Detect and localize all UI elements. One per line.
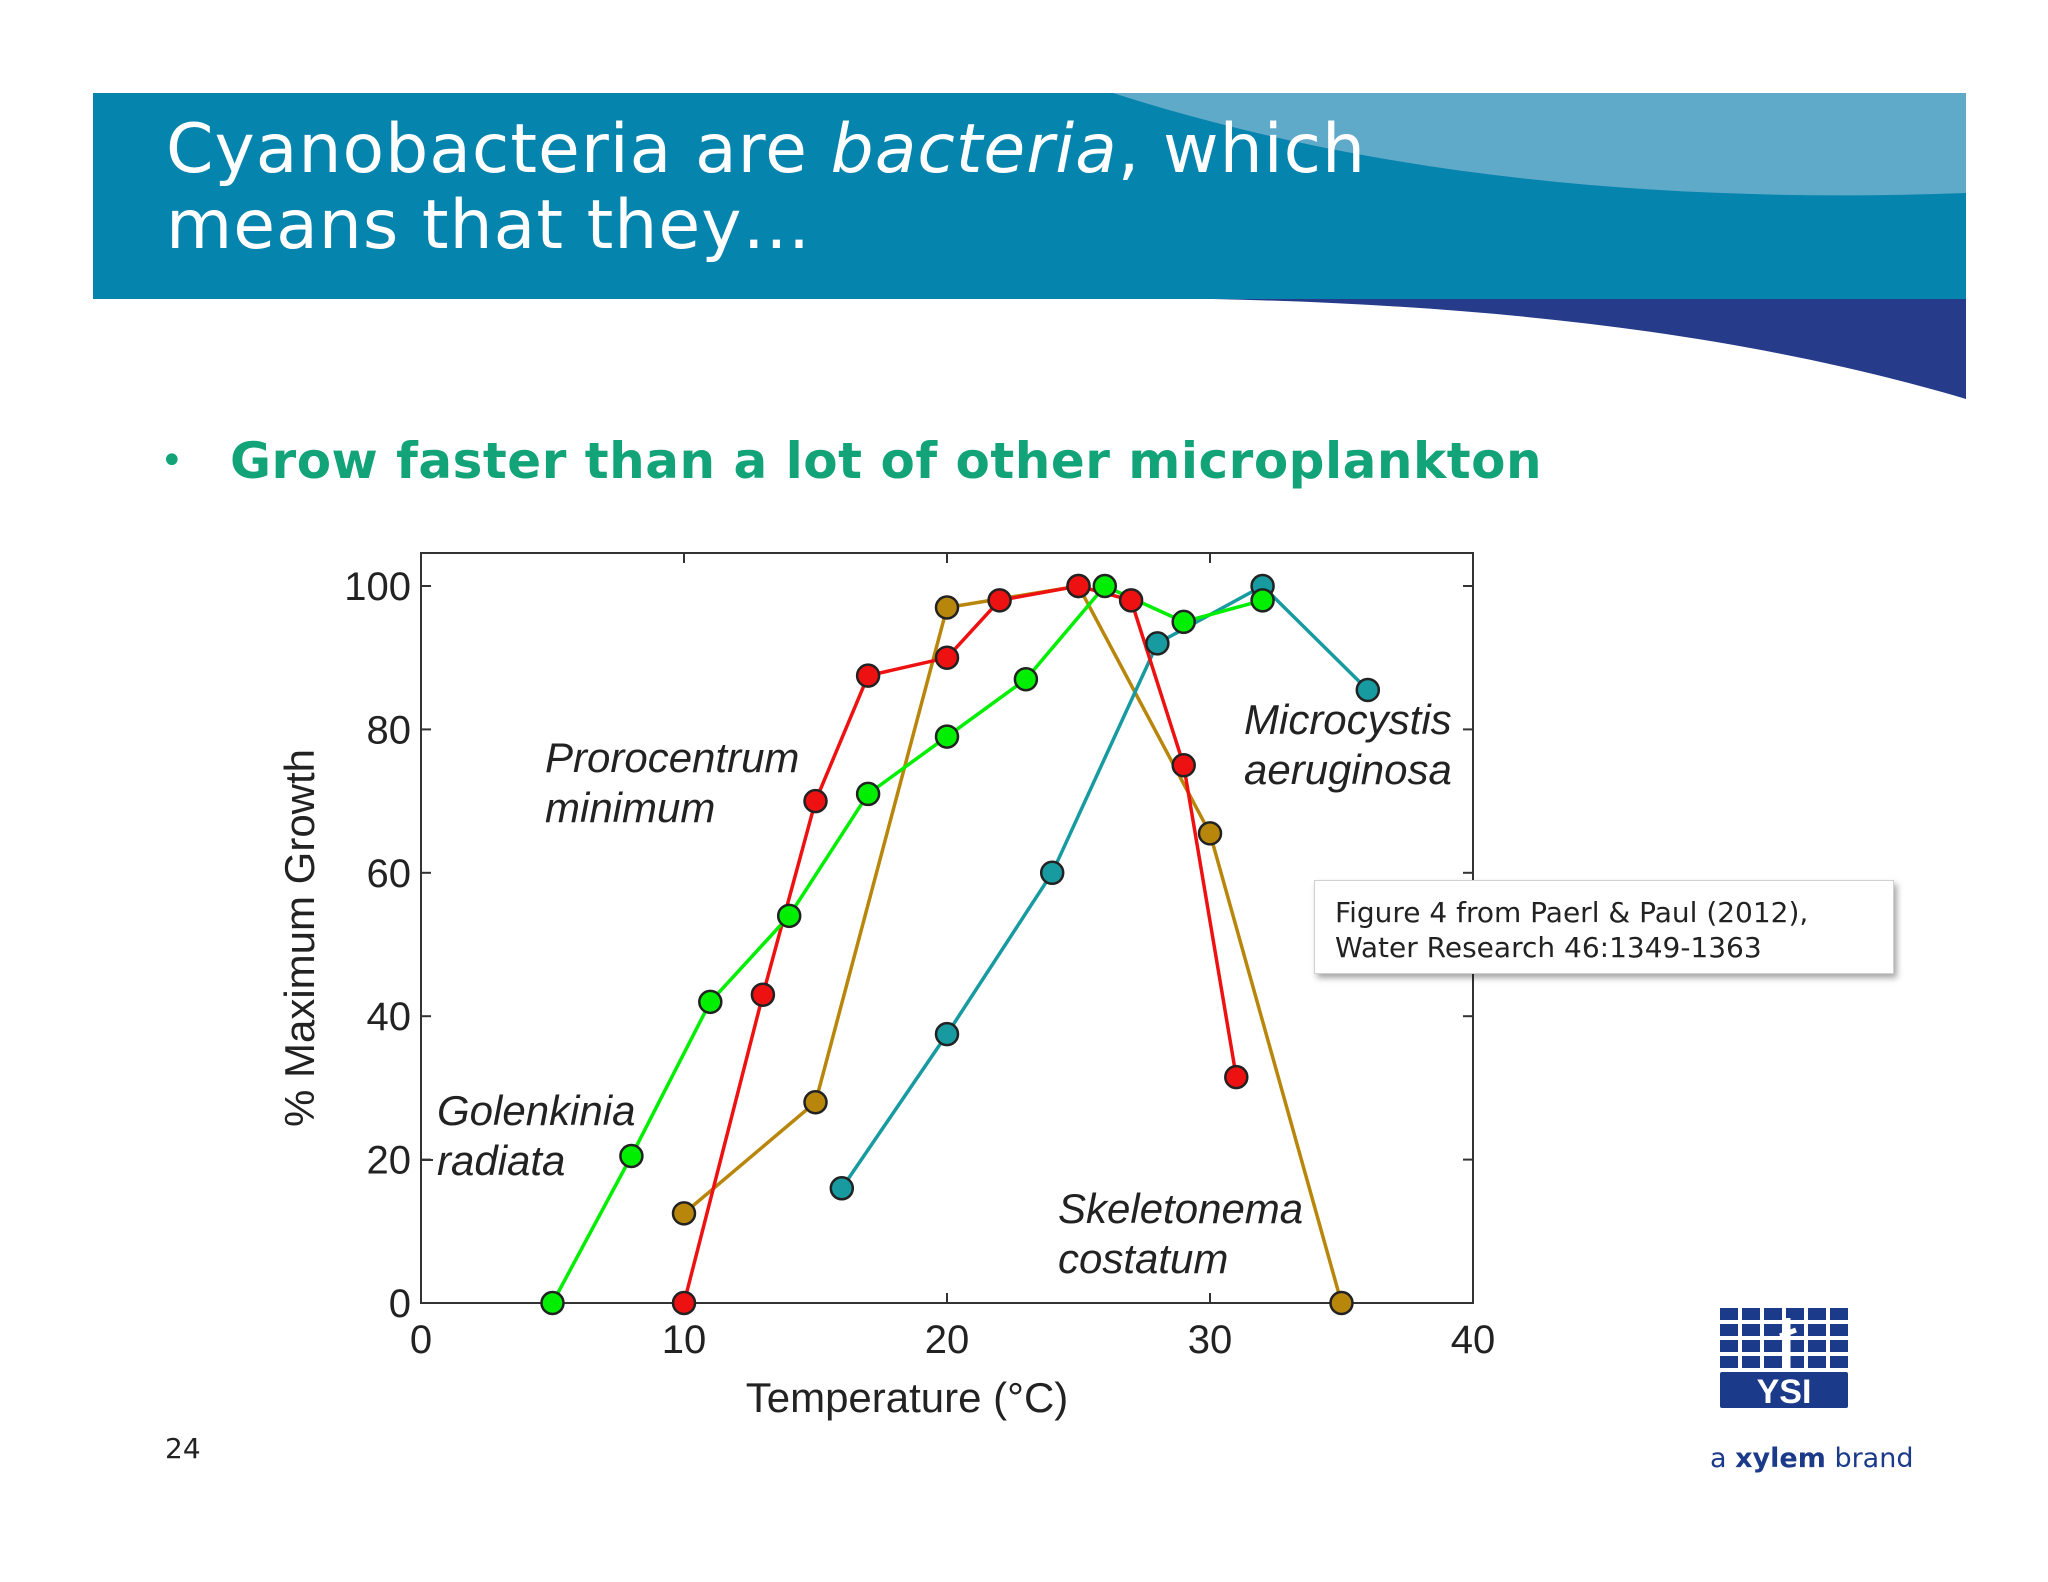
data-point-3-0 [829,1176,855,1201]
y-tick-label: 100 [344,565,411,609]
data-point-0-2 [698,989,723,1015]
y-tick-label: 60 [367,852,412,896]
data-point-2-5 [1329,1290,1354,1316]
series-line-1 [682,584,1239,1304]
banner-light-wave [1113,93,1966,196]
data-point-0-6 [1013,666,1039,692]
data-point-1-7 [1118,588,1144,613]
bullet-text: Grow faster than a lot of other micropla… [230,432,1543,490]
series-label-0: radiata [437,1137,565,1184]
series-label-2: Skeletonema [1058,1185,1303,1232]
series-label-0: Golenkinia [437,1087,635,1134]
banner-navy-wave [1213,299,1966,399]
y-tick-label: 80 [367,708,412,752]
data-point-0-5 [934,724,960,749]
data-point-0-4 [855,781,881,807]
y-tick-label: 0 [389,1282,411,1326]
series-label-1: minimum [545,784,715,831]
citation-line-1: Figure 4 from Paerl & Paul (2012), [1335,896,1809,929]
bullet-dot-icon: • [160,438,184,484]
data-point-0-3 [776,903,802,929]
data-point-0-7 [1092,573,1118,599]
title-part-1: Cyanobacteria are [166,110,831,189]
data-point-1-2 [803,788,828,814]
data-point-2-4 [1197,821,1223,846]
x-tick-label: 40 [1451,1318,1496,1362]
data-point-1-8 [1171,753,1196,778]
series-line-3 [840,583,1370,1190]
data-point-1-4 [934,645,960,670]
data-point-2-2 [934,595,960,620]
slide-title: Cyanobacteria are bacteria, which means … [166,112,1366,264]
title-line-2: means that they… [166,186,812,265]
y-tick-label: 40 [367,995,412,1039]
citation-box: Figure 4 from Paerl & Paul (2012), Water… [1314,880,1894,974]
chart-series [540,573,1381,1316]
banner-wave-graphic [93,93,1966,399]
data-point-0-9 [1250,588,1275,613]
data-point-1-6 [1066,573,1091,599]
series-label-1: Prorocentrum [545,734,799,781]
ysi-logo-grid-icon [1720,1308,1848,1408]
bullet-item: • Grow faster than a lot of other microp… [160,432,1542,490]
title-italic: bacteria [830,110,1118,189]
series-label-3: aeruginosa [1244,746,1452,793]
y-axis-label: % Maximum Growth [276,749,323,1127]
chart-axes: 0 10 20 30 40 0 20 40 60 80 100 Temperature (°C) % M… [276,552,1496,1421]
x-tick-label: 20 [925,1318,970,1362]
title-banner [93,93,1966,399]
data-point-1-9 [1224,1064,1249,1090]
citation-line-2: Water Research 46:1349-1363 [1335,931,1762,964]
series-line-0 [550,583,1264,1304]
x-axis-label: Temperature (°C) [746,1374,1069,1421]
tagline-prefix: a [1710,1443,1736,1474]
data-point-0-0 [540,1290,565,1316]
x-tick-label: 10 [662,1318,707,1362]
page-number: 24 [165,1432,201,1465]
ysi-logo: YSI [1720,1308,1848,1411]
data-point-0-1 [619,1143,644,1169]
x-tick-label: 0 [410,1318,432,1362]
tagline-brand: xylem [1735,1443,1826,1474]
data-point-0-8 [1171,609,1196,635]
ysi-logo-figure-icon [1779,1318,1797,1372]
data-point-1-5 [987,588,1012,613]
data-point-1-1 [750,982,776,1007]
y-tick-label: 20 [367,1139,412,1183]
ysi-logo-text: YSI [1757,1373,1812,1411]
series-label-3: Microcystis [1244,696,1452,743]
data-point-3-3 [1145,631,1170,656]
data-point-3-2 [1039,860,1065,886]
tagline-suffix: brand [1825,1443,1914,1474]
title-part-2: , which [1117,110,1367,189]
x-tick-label: 30 [1188,1318,1233,1362]
data-point-1-3 [855,663,881,688]
data-point-3-1 [934,1021,960,1047]
logo-tagline: a xylem brand [1710,1443,1913,1474]
data-point-1-0 [671,1290,697,1316]
data-point-3-5 [1355,677,1381,703]
data-point-2-1 [803,1089,828,1115]
data-point-2-0 [671,1201,697,1226]
series-label-2: costatum [1058,1235,1228,1282]
